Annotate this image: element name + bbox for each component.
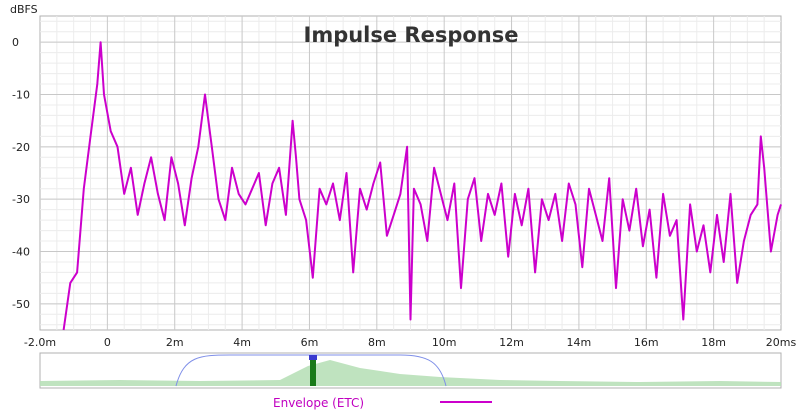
series-line-envelope-etc bbox=[62, 41, 782, 331]
y-tick-label: -50 bbox=[12, 298, 30, 311]
x-tick-label: 4m bbox=[233, 336, 251, 349]
x-tick-label: 2m bbox=[166, 336, 184, 349]
chart-title: Impulse Response bbox=[304, 23, 519, 47]
y-axis-label: dBFS bbox=[10, 3, 38, 16]
x-tick-label: 8m bbox=[368, 336, 386, 349]
y-tick-label: 0 bbox=[12, 36, 19, 49]
x-tick-label: 12m bbox=[499, 336, 524, 349]
y-tick-label: -20 bbox=[12, 141, 30, 154]
x-tick-label: 14m bbox=[567, 336, 592, 349]
x-tick-label: 6m bbox=[301, 336, 319, 349]
y-axis-ticks: 0 -10 -20 -30 -40 -50 bbox=[12, 36, 30, 311]
x-tick-label: -2.0m bbox=[24, 336, 56, 349]
x-axis-ticks: -2.0m 0 2m 4m 6m 8m 10m 12m 14m 16m 18m 20ms bbox=[24, 336, 797, 349]
overview-peak-marker bbox=[310, 358, 316, 386]
y-tick-label: -30 bbox=[12, 193, 30, 206]
x-tick-label: 20ms bbox=[766, 336, 797, 349]
overview-window-handle[interactable] bbox=[309, 355, 317, 360]
x-tick-label: 16m bbox=[634, 336, 659, 349]
x-tick-label: 18m bbox=[701, 336, 726, 349]
legend: Envelope (ETC) bbox=[273, 396, 492, 410]
x-tick-label: 0 bbox=[104, 336, 111, 349]
y-tick-label: -40 bbox=[12, 246, 30, 259]
overview-envelope-fill bbox=[40, 360, 781, 386]
x-tick-label: 10m bbox=[432, 336, 457, 349]
overview-strip[interactable] bbox=[39, 352, 782, 389]
legend-label: Envelope (ETC) bbox=[273, 396, 364, 410]
series-layer bbox=[62, 41, 782, 331]
y-tick-label: -10 bbox=[12, 89, 30, 102]
